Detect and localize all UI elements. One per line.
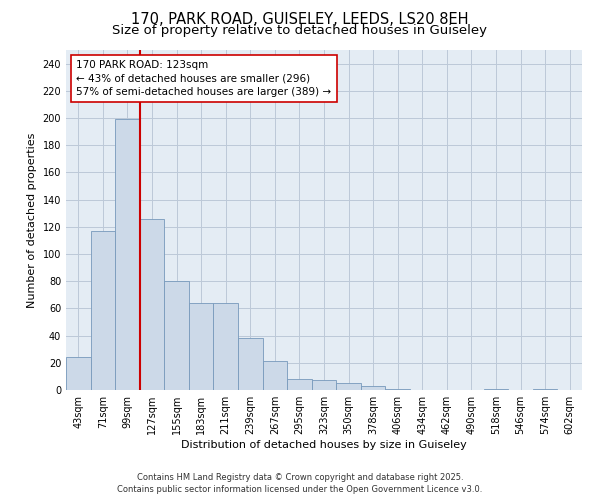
Text: Contains HM Land Registry data © Crown copyright and database right 2025.
Contai: Contains HM Land Registry data © Crown c… [118,472,482,494]
Bar [533,388,557,390]
Bar [164,281,189,390]
Bar [66,358,91,390]
Text: Size of property relative to detached houses in Guiseley: Size of property relative to detached ho… [113,24,487,37]
Bar [238,338,263,390]
Bar [214,303,238,390]
Bar [189,303,214,390]
X-axis label: Distribution of detached houses by size in Guiseley: Distribution of detached houses by size … [181,440,467,450]
Bar [336,383,361,390]
Bar [287,379,312,390]
Bar [140,218,164,390]
Bar [361,386,385,390]
Text: 170 PARK ROAD: 123sqm
← 43% of detached houses are smaller (296)
57% of semi-det: 170 PARK ROAD: 123sqm ← 43% of detached … [76,60,331,96]
Bar [312,380,336,390]
Bar [91,231,115,390]
Text: 170, PARK ROAD, GUISELEY, LEEDS, LS20 8EH: 170, PARK ROAD, GUISELEY, LEEDS, LS20 8E… [131,12,469,26]
Bar [385,388,410,390]
Bar [115,120,140,390]
Bar [484,388,508,390]
Y-axis label: Number of detached properties: Number of detached properties [27,132,37,308]
Bar [263,362,287,390]
